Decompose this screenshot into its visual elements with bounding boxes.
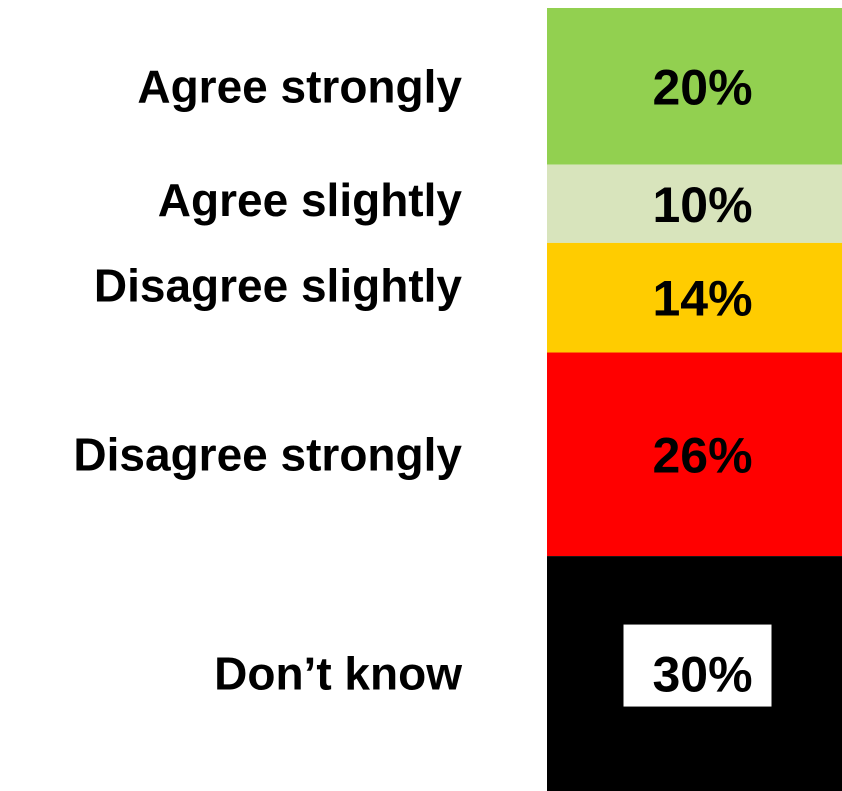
stacked-bar: 20% 10% 14% 26% 30% — [547, 8, 842, 791]
category-label-agree-slightly: Agree slightly — [158, 174, 463, 226]
category-label-disagree-strongly: Disagree strongly — [73, 428, 462, 480]
category-label-don-t-know: Don’t know — [214, 648, 462, 700]
value-label-disagree-strongly: 26% — [652, 427, 752, 483]
value-label-disagree-slightly: 14% — [652, 271, 752, 327]
category-label-disagree-slightly: Disagree slightly — [94, 260, 463, 312]
category-label-agree-strongly: Agree strongly — [137, 60, 462, 112]
category-labels: Agree strongly Agree slightly Disagree sli… — [73, 60, 462, 699]
value-label-agree-strongly: 20% — [652, 59, 752, 115]
value-label-agree-slightly: 10% — [652, 177, 752, 233]
value-label-don-t-know: 30% — [652, 647, 752, 703]
